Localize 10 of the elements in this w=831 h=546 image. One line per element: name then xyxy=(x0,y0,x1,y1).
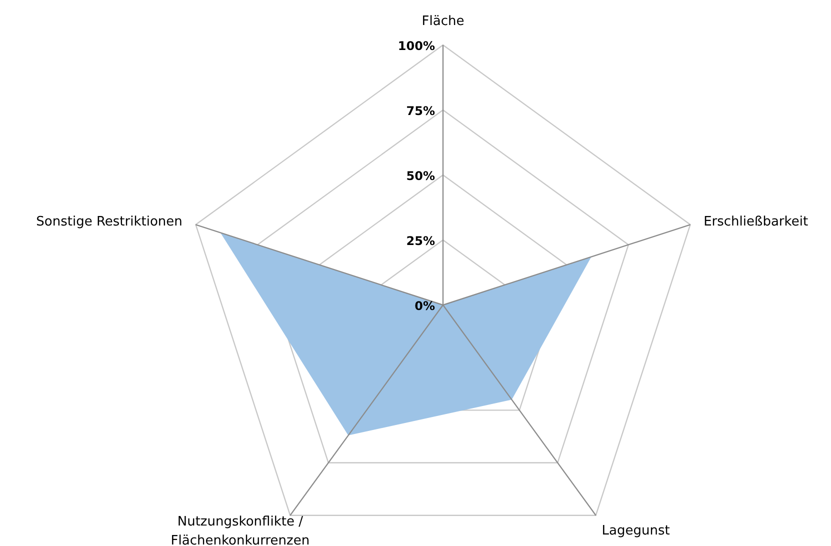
spoke-label: Erschließbarkeit xyxy=(704,214,808,230)
spoke-label: Fläche xyxy=(422,14,464,29)
spoke-label: Nutzungskonflikte / Flächenkonkurrenzen xyxy=(170,514,310,546)
y-tick-label: 100% xyxy=(398,39,435,53)
y-tick-label: 0% xyxy=(414,299,435,313)
spoke-label: Lagegunst xyxy=(602,524,670,539)
y-tick-label: 75% xyxy=(406,104,435,118)
spoke-label: Sonstige Restriktionen xyxy=(36,214,182,230)
y-tick-label: 25% xyxy=(406,234,435,248)
y-tick-label: 50% xyxy=(406,169,435,183)
